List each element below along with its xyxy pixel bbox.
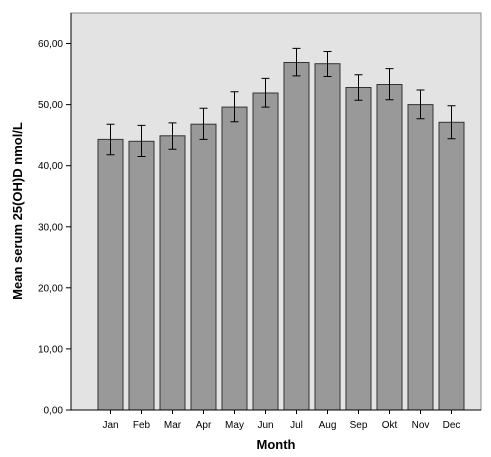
error-bar-okt xyxy=(385,68,394,101)
error-bar-jul xyxy=(292,47,301,77)
bar-may xyxy=(221,106,248,411)
x-tick-label: Mar xyxy=(164,420,182,431)
x-tick-label: Apr xyxy=(196,420,212,431)
bar-jul xyxy=(283,62,310,411)
x-tick-label: Jan xyxy=(102,420,118,431)
error-bar-dec xyxy=(447,105,456,140)
bar-sep xyxy=(345,87,372,411)
y-axis-ticks: 0,00 10,00 20,00 30,00 40,00 50,00 60,00 xyxy=(38,39,71,417)
error-bars-group xyxy=(106,47,456,157)
y-tick-label: 60,00 xyxy=(38,39,63,50)
error-bar-may xyxy=(230,91,239,123)
error-bar-nov xyxy=(416,89,425,120)
bar-dec xyxy=(438,121,465,411)
x-axis-ticks: Jan Feb Mar Apr May Jun Jul Aug Sep Okt Nov Dec xyxy=(102,410,460,431)
bars-group xyxy=(97,62,465,411)
x-tick-label: May xyxy=(225,420,244,431)
x-tick-label: Nov xyxy=(412,420,430,431)
error-bar-apr xyxy=(199,107,208,140)
y-tick-label: 30,00 xyxy=(38,222,63,233)
x-tick-label: Feb xyxy=(133,420,151,431)
x-tick-label: Dec xyxy=(443,420,461,431)
x-tick-label: Sep xyxy=(350,420,368,431)
error-bar-mar xyxy=(168,122,177,150)
bar-jan xyxy=(97,138,124,411)
error-bar-sep xyxy=(354,74,363,101)
error-bar-aug xyxy=(323,51,332,77)
bar-apr xyxy=(190,123,217,411)
x-axis-title: Month xyxy=(257,437,296,452)
y-tick-label: 10,00 xyxy=(38,344,63,355)
bar-mar xyxy=(159,135,186,411)
bar-nov xyxy=(407,104,434,411)
y-tick-label: 0,00 xyxy=(44,406,64,417)
y-tick-label: 50,00 xyxy=(38,100,63,111)
y-axis-title: Mean serum 25(OH)D nmol/L xyxy=(10,122,25,300)
bar-jun xyxy=(252,92,279,411)
y-tick-label: 20,00 xyxy=(38,283,63,294)
x-tick-label: Jul xyxy=(290,420,303,431)
error-bar-jan xyxy=(106,123,115,156)
bar-feb xyxy=(128,140,155,411)
y-tick-label: 40,00 xyxy=(38,161,63,172)
x-tick-label: Aug xyxy=(319,420,337,431)
bar-aug xyxy=(314,63,341,411)
error-bar-feb xyxy=(137,124,146,157)
error-bar-jun xyxy=(261,77,270,108)
x-tick-label: Okt xyxy=(382,420,398,431)
bar-okt xyxy=(376,84,403,411)
x-tick-label: Jun xyxy=(257,420,273,431)
